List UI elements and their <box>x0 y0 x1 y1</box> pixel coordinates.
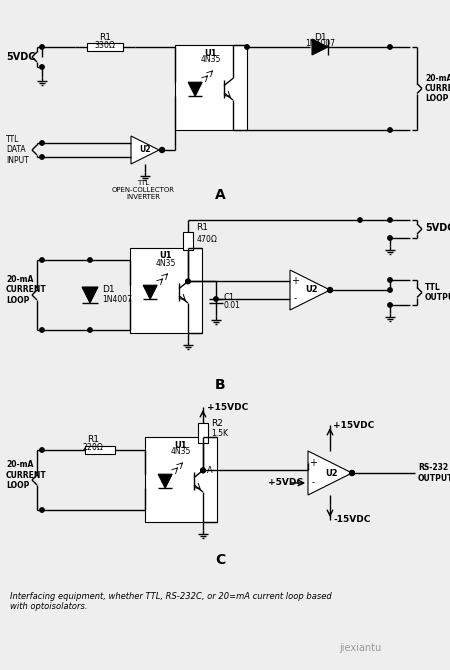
Bar <box>183 232 193 250</box>
Text: TTL
OUTPUT: TTL OUTPUT <box>425 283 450 302</box>
Polygon shape <box>312 39 328 55</box>
Polygon shape <box>188 82 202 96</box>
Circle shape <box>350 470 355 476</box>
Text: R1: R1 <box>87 436 99 444</box>
Text: 1N4007: 1N4007 <box>305 40 335 48</box>
Polygon shape <box>290 270 330 310</box>
Text: A: A <box>207 466 213 475</box>
Polygon shape <box>82 287 98 303</box>
Text: 1.5K: 1.5K <box>211 429 228 438</box>
Circle shape <box>388 278 392 282</box>
Circle shape <box>88 328 92 332</box>
Text: C: C <box>215 553 225 567</box>
Circle shape <box>40 155 44 159</box>
Text: 5VDC: 5VDC <box>6 52 36 62</box>
Text: 20-mA
CURRENT
LOOP: 20-mA CURRENT LOOP <box>6 460 47 490</box>
Text: Interfacing equipment, whether TTL, RS-232C, or 20=mA current loop based
with op: Interfacing equipment, whether TTL, RS-2… <box>10 592 332 612</box>
Circle shape <box>350 471 354 475</box>
Text: jiexiantu: jiexiantu <box>339 643 381 653</box>
Text: -15VDC: -15VDC <box>333 515 370 525</box>
Circle shape <box>40 65 44 69</box>
Text: 20-mA
CURRENT
LOOP: 20-mA CURRENT LOOP <box>425 74 450 103</box>
Circle shape <box>388 45 392 49</box>
Circle shape <box>40 328 44 332</box>
Text: U2: U2 <box>326 468 338 478</box>
Bar <box>175 45 247 130</box>
Circle shape <box>214 297 218 302</box>
Circle shape <box>245 45 249 49</box>
Circle shape <box>88 258 92 262</box>
Text: +5VDC: +5VDC <box>268 478 303 487</box>
Text: R1: R1 <box>99 33 111 42</box>
Text: C1: C1 <box>224 293 235 302</box>
Text: 20-mA
CURRENT
LOOP: 20-mA CURRENT LOOP <box>6 275 47 305</box>
Circle shape <box>358 218 362 222</box>
Text: -: - <box>311 478 315 487</box>
Text: RS-232
OUTPUT: RS-232 OUTPUT <box>418 463 450 482</box>
Circle shape <box>186 279 190 283</box>
Circle shape <box>201 468 205 472</box>
Polygon shape <box>143 285 157 299</box>
Text: +15VDC: +15VDC <box>207 403 248 411</box>
Bar <box>145 437 217 522</box>
Text: U2: U2 <box>139 145 151 155</box>
Text: 220$\Omega$: 220$\Omega$ <box>82 442 104 452</box>
Circle shape <box>40 258 44 262</box>
Text: 330$\Omega$: 330$\Omega$ <box>94 38 116 50</box>
Circle shape <box>159 147 165 153</box>
Text: D1: D1 <box>102 285 115 293</box>
Text: 5VDC: 5VDC <box>425 223 450 233</box>
Polygon shape <box>158 474 172 488</box>
Circle shape <box>328 287 333 293</box>
Text: B: B <box>215 378 225 392</box>
Circle shape <box>186 279 190 283</box>
Circle shape <box>388 236 392 241</box>
Circle shape <box>388 218 392 222</box>
Text: A: A <box>215 188 225 202</box>
Bar <box>85 446 115 454</box>
Circle shape <box>388 303 392 308</box>
Text: +15VDC: +15VDC <box>333 421 374 429</box>
Text: 4N35: 4N35 <box>201 56 221 64</box>
Text: 1N4007: 1N4007 <box>102 295 132 304</box>
Text: -: - <box>293 295 297 304</box>
Polygon shape <box>131 136 159 164</box>
Text: U2: U2 <box>306 285 318 295</box>
Circle shape <box>40 448 44 452</box>
Circle shape <box>40 141 44 145</box>
Text: 470$\Omega$: 470$\Omega$ <box>196 232 218 243</box>
Bar <box>87 43 123 51</box>
Polygon shape <box>308 451 352 495</box>
Text: 0.01: 0.01 <box>224 301 241 310</box>
Text: D1: D1 <box>314 33 326 42</box>
Text: TTL
OPEN-COLLECTOR
INVERTER: TTL OPEN-COLLECTOR INVERTER <box>112 180 175 200</box>
Circle shape <box>388 128 392 132</box>
Text: R1: R1 <box>196 224 208 232</box>
Text: U1: U1 <box>175 440 187 450</box>
Circle shape <box>388 288 392 292</box>
Text: U1: U1 <box>160 251 172 261</box>
Circle shape <box>201 468 205 472</box>
Bar <box>130 248 202 333</box>
Text: +: + <box>309 458 317 468</box>
Circle shape <box>40 45 44 49</box>
Circle shape <box>40 508 44 512</box>
Text: TTL
DATA
INPUT: TTL DATA INPUT <box>6 135 29 165</box>
Text: 4N35: 4N35 <box>156 259 176 267</box>
Text: U1: U1 <box>205 48 217 58</box>
Text: +: + <box>291 276 299 286</box>
Circle shape <box>201 468 205 472</box>
Text: R2: R2 <box>211 419 223 427</box>
Text: 4N35: 4N35 <box>171 448 191 456</box>
Bar <box>198 423 208 443</box>
